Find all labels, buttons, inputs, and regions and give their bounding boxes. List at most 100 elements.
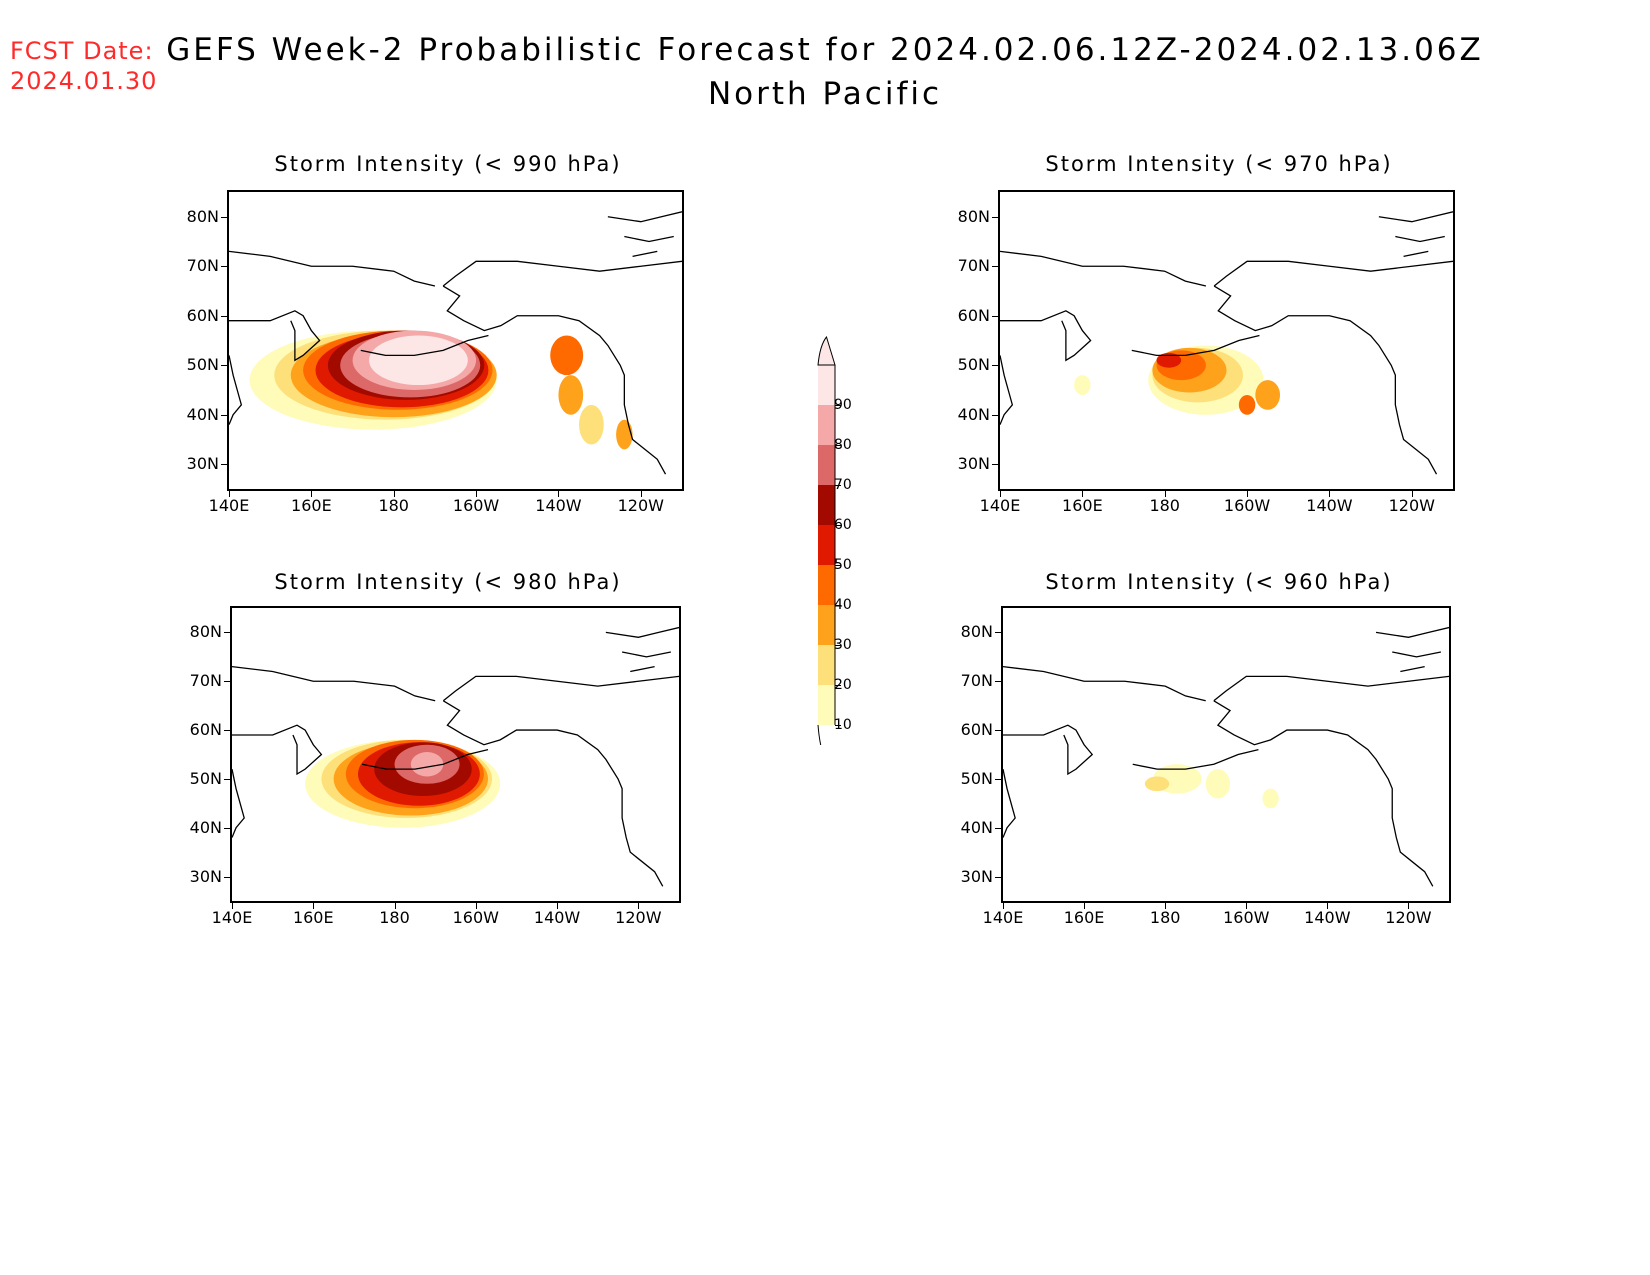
tick-mark [995, 778, 1001, 780]
tick-mark [221, 365, 227, 367]
coastline [1213, 700, 1434, 887]
lon-tick-label: 120W [615, 908, 662, 927]
lon-tick-label: 180 [379, 908, 410, 927]
probability-contour [1074, 375, 1091, 395]
colorbar-level-label: 30 [834, 637, 852, 653]
coastline [229, 310, 321, 362]
map-panel-960 [1001, 606, 1451, 903]
tick-mark [1000, 491, 1001, 497]
map-canvas [232, 626, 679, 887]
lat-tick-label: 80N [189, 622, 222, 642]
tick-mark [394, 903, 396, 909]
tick-mark [224, 876, 230, 878]
coastline [1132, 748, 1259, 770]
coastline [1395, 235, 1445, 243]
tick-mark [476, 491, 478, 497]
colorbar-swatch [818, 605, 835, 645]
coastline [632, 250, 658, 257]
tick-mark [393, 491, 395, 497]
colorbar-tick [835, 685, 841, 686]
lat-tick-label: 80N [186, 206, 219, 226]
probability-contour [1144, 776, 1170, 792]
map-panel-990 [227, 190, 684, 491]
colorbar-level-label: 60 [834, 517, 852, 533]
map-panel-970 [998, 190, 1455, 491]
lon-tick-label: 160W [1223, 908, 1270, 927]
page-subtitle: North Pacific [707, 76, 943, 112]
probability-contour [550, 335, 584, 376]
tick-mark [992, 216, 998, 218]
coastline [232, 769, 245, 838]
lon-tick-label: 180 [1149, 908, 1181, 927]
colorbar-level-label: 40 [834, 597, 852, 613]
colorbar-swatch [818, 485, 835, 525]
probability-contour [1262, 788, 1279, 809]
colorbar-level-label: 10 [834, 717, 852, 733]
lat-tick-label: 60N [957, 305, 990, 325]
coastline [1403, 250, 1429, 257]
map-canvas [1003, 626, 1449, 887]
coastline [1400, 665, 1425, 673]
colorbar [817, 335, 836, 745]
map-canvas [1000, 211, 1453, 475]
coastline [624, 235, 674, 243]
lat-tick-label: 30N [186, 454, 219, 474]
tick-mark [992, 464, 998, 466]
lon-tick-label: 160E [1063, 908, 1105, 927]
tick-mark [557, 903, 559, 909]
tick-mark [1411, 491, 1413, 497]
lon-tick-label: 160W [452, 496, 500, 515]
page-title: GEFS Week-2 Probabilistic Forecast for 2… [166, 32, 1484, 68]
lat-tick-label: 60N [960, 720, 993, 740]
colorbar-swatch [818, 645, 835, 685]
lon-tick-label: 140W [535, 496, 582, 515]
coastline [1213, 260, 1453, 287]
coastline [232, 665, 436, 702]
colorbar-swatch [818, 365, 835, 405]
coastline [605, 626, 679, 638]
colorbar-bottom-arrow [817, 724, 822, 745]
lat-tick-label: 50N [186, 355, 219, 375]
lon-tick-label: 140W [1304, 908, 1351, 927]
tick-mark [992, 365, 998, 367]
panel-title-960: Storm Intensity (< 960 hPa) [1045, 570, 1393, 594]
colorbar-tick [835, 645, 841, 646]
tick-mark [995, 681, 1001, 683]
tick-mark [475, 903, 477, 909]
coastline [1131, 334, 1260, 357]
coastline [607, 211, 682, 223]
lat-tick-label: 60N [189, 720, 222, 740]
colorbar-tick [835, 565, 841, 566]
tick-mark [1082, 491, 1084, 497]
tick-mark [1327, 903, 1329, 909]
lon-tick-label: 140E [982, 908, 1024, 927]
probability-contour [616, 419, 633, 450]
lat-tick-label: 50N [957, 355, 990, 375]
tick-mark [224, 681, 230, 683]
colorbar-swatch [818, 565, 835, 605]
lon-tick-label: 120W [1385, 908, 1432, 927]
lon-tick-label: 160E [1062, 496, 1103, 515]
lat-tick-label: 40N [189, 817, 222, 837]
probability-contour [579, 404, 604, 445]
tick-mark [1408, 903, 1410, 909]
coastline [1003, 724, 1094, 776]
coastline [1213, 675, 1449, 702]
lon-tick-label: 120W [617, 496, 664, 515]
tick-mark [224, 632, 230, 634]
colorbar-tick [835, 485, 841, 486]
lon-tick-label: 160E [292, 908, 334, 927]
panel-title-980: Storm Intensity (< 980 hPa) [274, 570, 622, 594]
fcst-date-label: FCST Date: 2024.01.30 [10, 36, 157, 96]
colorbar-level-label: 90 [834, 397, 852, 413]
tick-mark [992, 315, 998, 317]
lat-tick-label: 80N [957, 206, 990, 226]
panel-title-970: Storm Intensity (< 970 hPa) [1045, 152, 1393, 176]
tick-mark [1329, 491, 1331, 497]
lon-tick-label: 160E [291, 496, 332, 515]
lon-tick-label: 160W [1223, 496, 1271, 515]
tick-mark [221, 266, 227, 268]
coastline [229, 250, 436, 287]
colorbar-swatch [818, 685, 835, 725]
lon-tick-label: 140E [211, 908, 253, 927]
